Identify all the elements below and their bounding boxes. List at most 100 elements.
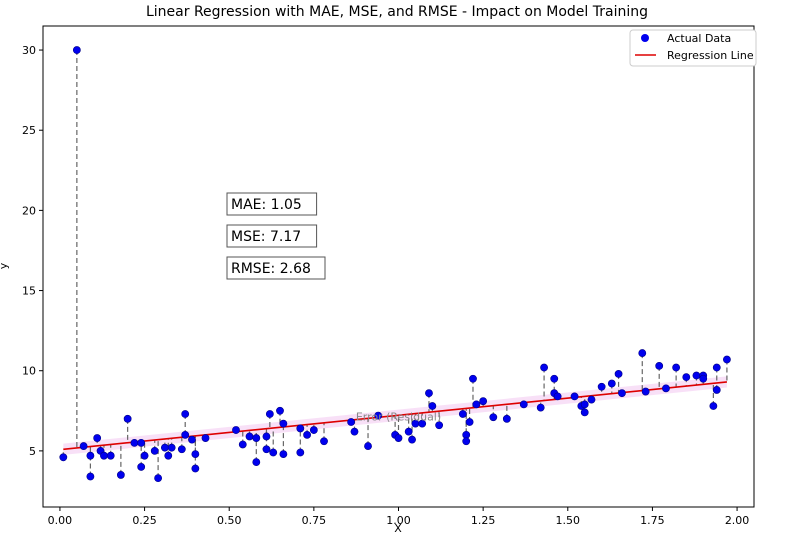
data-point [458,410,467,418]
data-point [580,408,589,417]
data-point [364,442,372,450]
legend: Actual Data Regression Line [629,29,757,67]
data-point [536,403,545,412]
data-point [100,451,108,460]
stat-box [226,224,318,248]
data-point [279,419,288,428]
data-point [614,370,623,378]
y-axis-ticks: 5 10 15 20 25 30 [22,44,43,458]
data-point [160,443,169,452]
data-point [296,448,305,457]
data-point [435,421,444,430]
data-point [638,349,647,357]
data-point [519,400,528,409]
data-point [188,435,196,444]
data-point [123,414,132,423]
data-point [262,432,271,441]
data-point [181,410,190,418]
y-axis-label: y [0,262,10,269]
stat-text: MAE: 1.05 [231,197,302,213]
data-point [682,373,691,382]
x-tick-label: 1.00 [386,514,411,527]
x-axis-label: X [394,522,402,534]
data-point [106,451,115,460]
stat-box [226,192,318,216]
data-point [93,434,102,442]
data-point [553,392,562,401]
data-point [550,374,559,383]
data-point [59,453,68,462]
data-point [296,424,305,433]
legend-label-regression: Regression Line [667,49,754,62]
x-tick-label: 0.00 [48,514,73,527]
data-point [140,451,149,460]
data-point [309,426,318,434]
data-point [86,472,95,481]
data-point [425,389,433,398]
data-point [489,413,498,422]
data-point [394,434,403,442]
data-point [137,438,146,447]
legend-marker-actual [641,34,649,42]
data-point [137,463,146,471]
data-point [404,427,413,436]
stat-annotation: RMSE: 2.68 [226,256,326,280]
data-point [540,363,548,372]
data-point [72,46,81,54]
data-points [59,46,731,483]
data-point [709,402,718,410]
data-point [641,387,650,396]
data-point [86,451,95,460]
regression-line [63,381,727,451]
x-tick-label: 1.50 [556,514,581,527]
data-point [320,437,328,446]
data-point [154,474,163,483]
data-point [597,382,606,391]
data-point [130,438,139,447]
data-point [265,410,274,418]
data-point [269,448,278,457]
data-point [662,384,670,393]
data-point [692,371,701,380]
data-point [279,450,288,458]
stat-annotation: MSE: 7.17 [226,224,318,248]
data-point [116,471,125,479]
data-point [428,402,437,410]
stats-annotations: MAE: 1.05 MSE: 7.17 RMSE: 2.68 [226,192,326,280]
y-tick-label: 20 [22,204,36,217]
x-axis-ticks: 0.00 0.25 0.50 0.75 1.00 1.25 1.50 1.75 2.00 [48,507,750,527]
data-point [469,374,477,383]
data-point [191,450,200,458]
data-point [167,443,176,452]
legend-label-actual: Actual Data [667,32,731,45]
data-point [580,400,589,409]
data-point [607,379,616,388]
data-point [177,445,186,454]
residual-band-label: Error (Residual) [356,410,441,423]
data-point [462,437,471,446]
legend-box [629,29,757,67]
data-point [150,446,159,455]
x-tick-label: 2.00 [725,514,750,527]
data-point [79,442,88,450]
data-point [472,400,481,409]
x-tick-label: 0.75 [302,514,327,527]
data-point [712,363,721,372]
y-tick-label: 15 [22,285,36,298]
stat-box [226,256,326,280]
data-point [655,362,664,370]
data-point [723,355,731,364]
stat-annotation: MAE: 1.05 [226,192,318,216]
x-tick-label: 1.25 [471,514,496,527]
data-point [201,434,210,442]
data-point [408,435,416,444]
y-tick-label: 30 [22,44,36,57]
stat-text: RMSE: 2.68 [231,261,311,277]
data-point [479,397,488,406]
data-point [232,426,240,434]
data-point [587,395,596,404]
x-tick-label: 0.25 [132,514,157,527]
data-point [712,386,721,394]
y-tick-label: 5 [29,445,36,458]
